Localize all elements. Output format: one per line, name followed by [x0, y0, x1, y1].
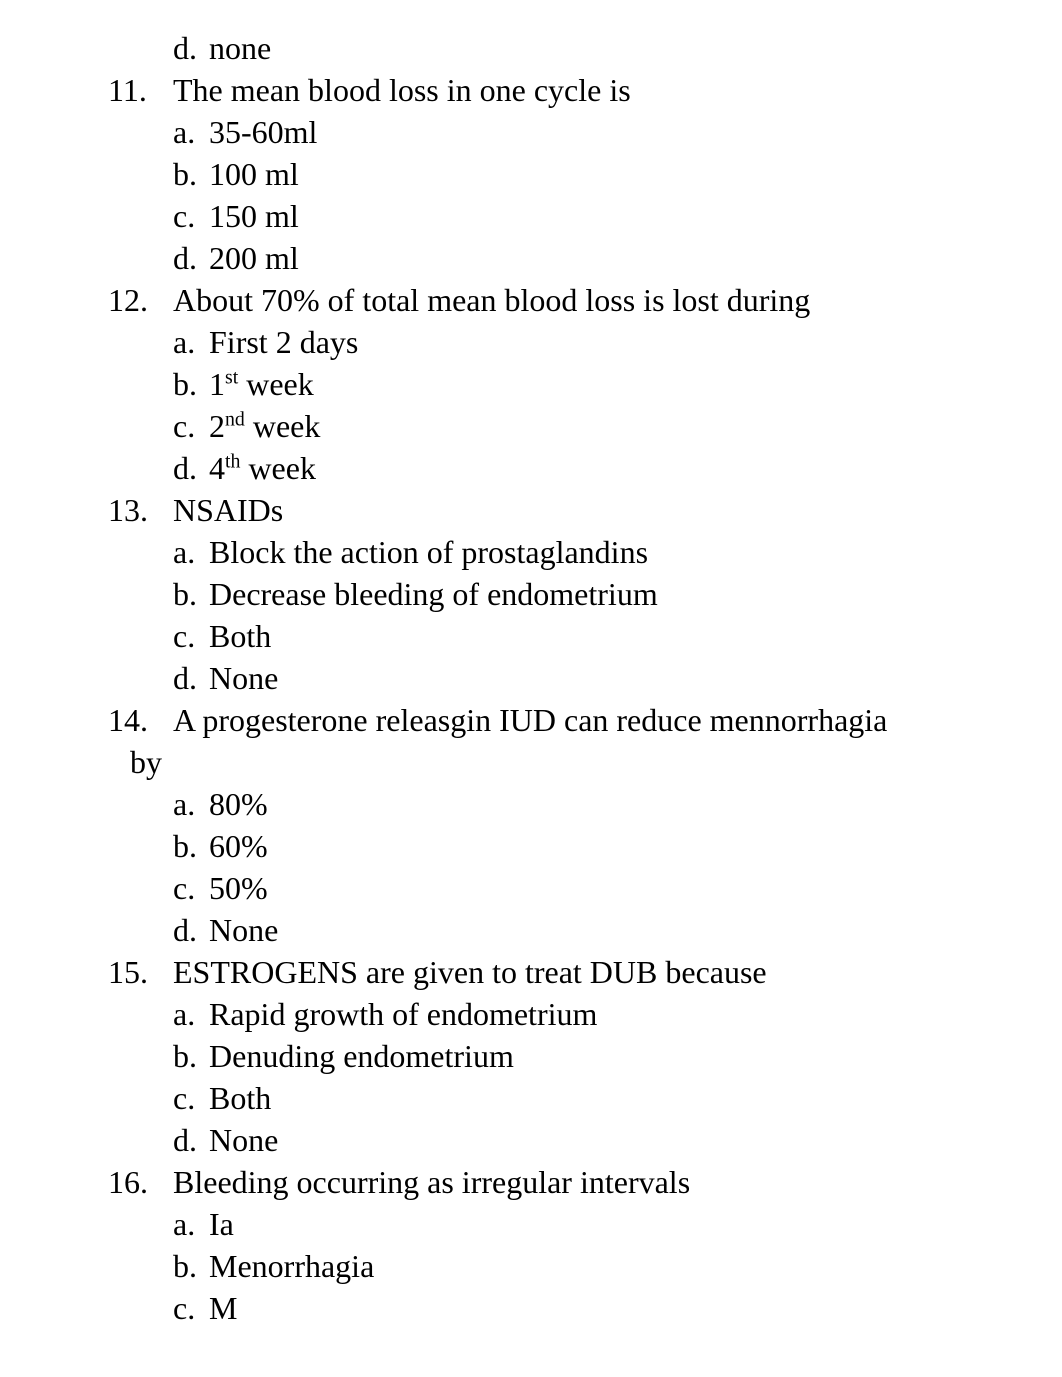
- question-option: d. None: [108, 1120, 1012, 1160]
- option-label: c.: [173, 196, 201, 236]
- question-option: a. Rapid growth of endometrium: [108, 994, 1012, 1034]
- option-text: First 2 days: [209, 324, 358, 360]
- option-label: a.: [173, 784, 201, 824]
- option-text: 100 ml: [209, 156, 299, 192]
- question-option: b. Denuding endometrium: [108, 1036, 1012, 1076]
- question-number: 14.: [108, 700, 173, 740]
- question-option: b. Decrease bleeding of endometrium: [108, 574, 1012, 614]
- question-stem: The mean blood loss in one cycle is: [173, 70, 1012, 110]
- question-option: d. 4th week: [108, 448, 1012, 488]
- option-text: None: [209, 1122, 278, 1158]
- option-text: 2nd week: [209, 408, 320, 444]
- question-option: b. 100 ml: [108, 154, 1012, 194]
- question-number: 11.: [108, 70, 173, 110]
- option-text: Rapid growth of endometrium: [209, 996, 597, 1032]
- question-option: c. Both: [108, 1078, 1012, 1118]
- option-label: b.: [173, 154, 201, 194]
- question-option: b. Menorrhagia: [108, 1246, 1012, 1286]
- option-text: None: [209, 912, 278, 948]
- question-stem: Bleeding occurring as irregular interval…: [173, 1162, 1012, 1202]
- question-option: c. M: [108, 1288, 1012, 1328]
- question-option: a. First 2 days: [108, 322, 1012, 362]
- question-option: c. 50%: [108, 868, 1012, 908]
- question-option: c. 150 ml: [108, 196, 1012, 236]
- option-label: b.: [173, 574, 201, 614]
- option-label: d.: [173, 658, 201, 698]
- question-option: a. Block the action of prostaglandins: [108, 532, 1012, 572]
- question-number: 16.: [108, 1162, 173, 1202]
- option-text: 35-60ml: [209, 114, 317, 150]
- option-text: 150 ml: [209, 198, 299, 234]
- question-option: d. None: [108, 910, 1012, 950]
- question-number: 15.: [108, 952, 173, 992]
- option-text: Both: [209, 618, 271, 654]
- option-text: Ia: [209, 1206, 234, 1242]
- option-text: 50%: [209, 870, 268, 906]
- option-label: d.: [173, 28, 201, 68]
- option-text: 4th week: [209, 450, 316, 486]
- question-continuation: by: [108, 742, 1012, 782]
- option-label: a.: [173, 994, 201, 1034]
- option-label: b.: [173, 364, 201, 404]
- option-label: b.: [173, 1036, 201, 1076]
- question-option: a. 80%: [108, 784, 1012, 824]
- question-item: 14. A progesterone releasgin IUD can red…: [108, 700, 1012, 740]
- question-option: b. 60%: [108, 826, 1012, 866]
- option-label: a.: [173, 532, 201, 572]
- option-text: 1st week: [209, 366, 314, 402]
- option-label: c.: [173, 1078, 201, 1118]
- option-text: 200 ml: [209, 240, 299, 276]
- option-text: none: [209, 30, 271, 66]
- question-number: 12.: [108, 280, 173, 320]
- question-stem: A progesterone releasgin IUD can reduce …: [173, 700, 1012, 740]
- option-label: d.: [173, 1120, 201, 1160]
- document-page: d. none 11. The mean blood loss in one c…: [0, 28, 1062, 1328]
- option-text: None: [209, 660, 278, 696]
- question-stem: About 70% of total mean blood loss is lo…: [173, 280, 1012, 320]
- option-label: d.: [173, 238, 201, 278]
- option-label: a.: [173, 322, 201, 362]
- option-text: 60%: [209, 828, 268, 864]
- option-text: Menorrhagia: [209, 1248, 374, 1284]
- option-label: c.: [173, 616, 201, 656]
- question-option: b. 1st week: [108, 364, 1012, 404]
- question-stem: ESTROGENS are given to treat DUB because: [173, 952, 1012, 992]
- question-option: a. Ia: [108, 1204, 1012, 1244]
- question-item: 13. NSAIDs: [108, 490, 1012, 530]
- option-label: b.: [173, 1246, 201, 1286]
- question-number: 13.: [108, 490, 173, 530]
- question-item: 16. Bleeding occurring as irregular inte…: [108, 1162, 1012, 1202]
- option-label: c.: [173, 868, 201, 908]
- question-item: 15. ESTROGENS are given to treat DUB bec…: [108, 952, 1012, 992]
- question-item: 11. The mean blood loss in one cycle is: [108, 70, 1012, 110]
- option-text: Denuding endometrium: [209, 1038, 514, 1074]
- question-stem: NSAIDs: [173, 490, 1012, 530]
- option-label: a.: [173, 112, 201, 152]
- option-label: d.: [173, 448, 201, 488]
- option-label: a.: [173, 1204, 201, 1244]
- question-option: a. 35-60ml: [108, 112, 1012, 152]
- question-option: d. none: [108, 28, 1012, 68]
- option-label: c.: [173, 1288, 201, 1328]
- option-text: 80%: [209, 786, 268, 822]
- option-label: c.: [173, 406, 201, 446]
- option-label: b.: [173, 826, 201, 866]
- question-option: d. 200 ml: [108, 238, 1012, 278]
- question-option: c. Both: [108, 616, 1012, 656]
- option-text: Decrease bleeding of endometrium: [209, 576, 658, 612]
- option-text: M: [209, 1290, 237, 1326]
- option-label: d.: [173, 910, 201, 950]
- question-option: c. 2nd week: [108, 406, 1012, 446]
- option-text: Block the action of prostaglandins: [209, 534, 648, 570]
- question-item: 12. About 70% of total mean blood loss i…: [108, 280, 1012, 320]
- option-text: Both: [209, 1080, 271, 1116]
- question-option: d. None: [108, 658, 1012, 698]
